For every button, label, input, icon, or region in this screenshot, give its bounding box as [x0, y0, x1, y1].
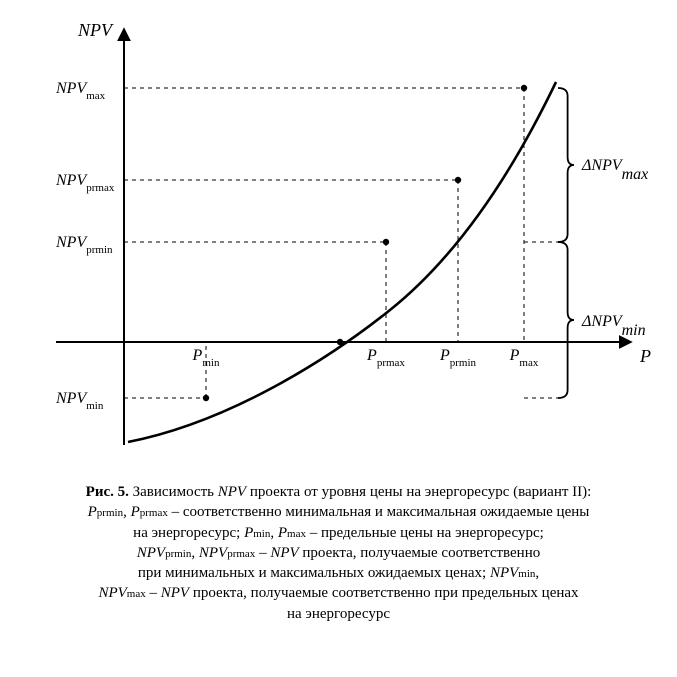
caption-title: Зависимость NPV проекта от уровня цены н… [133, 484, 592, 500]
data-point-0 [203, 395, 209, 401]
x-tick-p_prmax: Pprmax [366, 347, 405, 369]
data-point-2 [383, 239, 389, 245]
y-tick-npv_prmax: NPVprmax [55, 172, 115, 194]
caption-line-5: при минимальных и максимальных ожидаемых… [28, 563, 649, 583]
brace-dnpv_min [558, 242, 574, 398]
x-tick-p_prmin: Pprmin [439, 347, 477, 369]
fig-number: Рис. 5. [86, 484, 129, 500]
caption-line-6: NPVmax – NPV проекта, получаемые соответ… [28, 583, 649, 603]
y-tick-npv_max: NPVmax [55, 80, 106, 102]
x-tick-p_min: Pmin [192, 347, 220, 369]
data-point-1 [337, 339, 343, 345]
brace-label-dnpv_min: ΔNPVmin [581, 313, 646, 339]
caption-line-3: на энергоресурс; Pmin, Pmax – предельные… [28, 523, 649, 543]
caption-line-7: на энергоресурс [28, 604, 649, 624]
figure-container: { "chart":{ "type":"line", "width":677,"… [0, 0, 677, 677]
chart-svg: NPV P NPVmax NPVprmax NPVprmin NPVmin Pmin Pprm… [0, 0, 677, 470]
caption-line-2: Pprmin, Pprmax – соответственно минималь… [28, 502, 649, 522]
caption-line-4: NPVprmin, NPVprmax – NPV проекта, получа… [28, 543, 649, 563]
caption: Рис. 5. Зависимость NPV проекта от уровн… [0, 482, 677, 624]
y-tick-npv_min: NPVmin [55, 390, 104, 412]
y-tick-npv_prmin: NPVprmin [55, 234, 113, 256]
y-axis-label: NPV [77, 20, 114, 40]
x-axis-label: P [639, 346, 651, 366]
npv-curve [128, 82, 556, 442]
brace-label-dnpv_max: ΔNPVmax [581, 157, 648, 183]
caption-line-1: Рис. 5. Зависимость NPV проекта от уровн… [28, 482, 649, 502]
data-point-4 [521, 85, 527, 91]
brace-dnpv_max [558, 88, 574, 242]
data-point-3 [455, 177, 461, 183]
x-tick-p_max: Pmax [509, 347, 539, 369]
